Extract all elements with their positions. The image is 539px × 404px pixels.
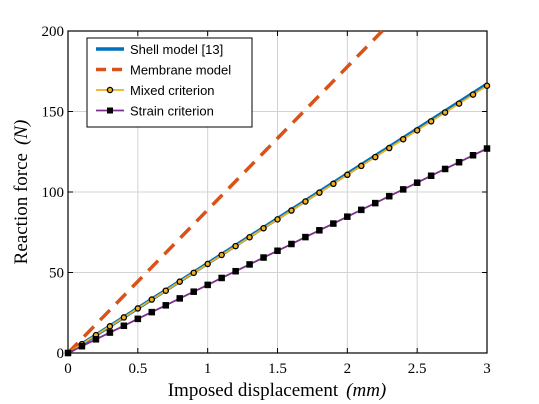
y-tick-label: 150: [42, 105, 65, 121]
x-tick-label: 0.5: [128, 361, 147, 377]
data-point-circle: [469, 91, 477, 98]
legend-item: Strain criterion: [96, 104, 214, 119]
data-point-circle: [204, 260, 211, 268]
y-tick-label: 200: [42, 24, 65, 40]
data-point-square: [148, 308, 156, 316]
x-axis-label: Imposed displacement (mm): [168, 380, 387, 401]
data-point-circle: [274, 216, 281, 223]
y-tick-label: 50: [49, 266, 64, 282]
data-point-circle: [372, 153, 379, 161]
data-point-square: [162, 302, 170, 309]
legend-marker-square: [107, 107, 113, 114]
data-point-square: [92, 336, 100, 343]
data-point-square: [385, 192, 393, 200]
data-point-square: [106, 329, 114, 336]
data-point-circle: [246, 233, 253, 241]
legend-item: Shell model [13]: [96, 42, 223, 57]
legend-marker-circle: [106, 86, 114, 94]
legend-item: Membrane model: [96, 63, 231, 78]
series-layer: [64, 29, 491, 357]
y-tick-label: 100: [42, 185, 65, 201]
legend-label: Membrane model: [130, 63, 231, 78]
series-3: [64, 145, 491, 357]
data-point-circle: [316, 189, 323, 196]
data-point-square: [204, 281, 211, 289]
data-point-circle: [218, 251, 225, 259]
y-axis-label: Reaction force(N): [11, 120, 32, 265]
data-point-circle: [134, 305, 142, 312]
data-point-circle: [302, 198, 309, 205]
data-point-circle: [441, 109, 449, 116]
data-point-square: [64, 349, 72, 357]
legend-label: Strain criterion: [130, 104, 214, 119]
legend: Shell model [13] Membrane model Mixed crit…: [86, 37, 253, 128]
x-tick-label: 3: [483, 361, 491, 377]
data-point-square: [358, 206, 365, 214]
y-ticks: 0 50 100 150 200: [42, 24, 487, 362]
data-point-square: [441, 165, 449, 173]
data-point-square: [372, 199, 379, 207]
data-point-square: [316, 227, 323, 234]
data-point-circle: [288, 207, 295, 214]
x-tick-label: 2.5: [408, 361, 427, 377]
legend-box: [86, 37, 253, 128]
data-point-circle: [260, 224, 267, 232]
x-tick-label: 0: [64, 361, 72, 377]
data-point-square: [413, 179, 421, 186]
data-point-square: [288, 240, 295, 248]
data-point-square: [260, 254, 267, 261]
data-point-square: [483, 145, 491, 152]
data-point-square: [78, 342, 86, 350]
data-point-square: [246, 261, 253, 268]
data-point-circle: [120, 314, 128, 321]
data-point-square: [344, 213, 351, 220]
data-point-circle: [455, 100, 463, 107]
data-point-square: [399, 186, 407, 193]
data-point-circle: [413, 127, 421, 134]
data-point-circle: [190, 269, 197, 277]
data-point-square: [120, 322, 128, 330]
series-line: [66, 29, 384, 355]
data-point-square: [134, 315, 142, 323]
x-ticks: 0 0.5 1 1.5 2 2.5 3: [64, 31, 491, 377]
x-tick-label: 1: [204, 361, 212, 377]
data-point-circle: [483, 82, 491, 89]
data-point-circle: [106, 323, 114, 330]
data-point-square: [302, 233, 309, 241]
data-point-circle: [399, 135, 407, 143]
data-point-square: [427, 172, 435, 179]
data-point-circle: [330, 180, 337, 188]
data-point-square: [455, 158, 463, 166]
data-point-square: [274, 247, 281, 255]
data-point-square: [176, 295, 183, 302]
x-tick-label: 1.5: [268, 361, 287, 377]
data-point-circle: [162, 287, 170, 294]
x-tick-label: 2: [344, 361, 352, 377]
data-point-square: [218, 274, 225, 282]
data-point-square: [190, 288, 197, 295]
data-point-square: [232, 267, 239, 275]
data-point-circle: [232, 242, 239, 250]
legend-label: Mixed criterion: [130, 83, 215, 98]
data-point-square: [469, 152, 477, 159]
series-1: [66, 29, 384, 355]
legend-label: Shell model [13]: [130, 42, 223, 57]
legend-item: Mixed criterion: [96, 83, 215, 98]
data-point-circle: [344, 171, 351, 179]
y-tick-label: 0: [57, 346, 65, 362]
data-point-circle: [358, 162, 365, 170]
data-point-circle: [176, 278, 183, 285]
data-point-circle: [148, 296, 156, 303]
data-point-circle: [427, 118, 435, 125]
data-point-circle: [385, 144, 393, 152]
data-point-square: [330, 220, 337, 227]
series-2: [64, 82, 491, 357]
